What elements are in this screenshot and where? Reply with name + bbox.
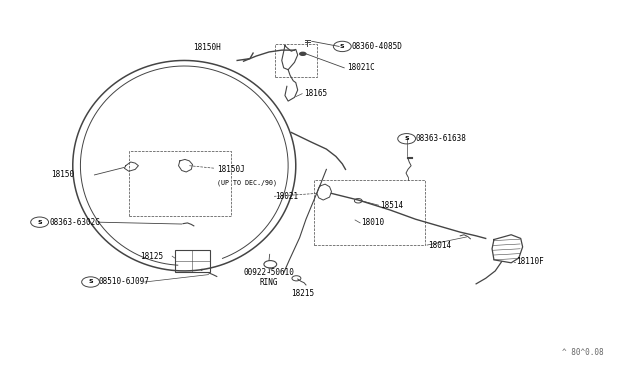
Text: S: S: [88, 279, 93, 285]
Text: 18125: 18125: [140, 251, 163, 261]
Text: 08363-6302G: 08363-6302G: [49, 218, 100, 227]
Text: 18021: 18021: [275, 192, 298, 201]
Text: 18021C: 18021C: [348, 63, 375, 72]
Text: 08360-4085D: 08360-4085D: [352, 42, 403, 51]
Text: 18014: 18014: [428, 241, 451, 250]
Text: 18150: 18150: [51, 170, 74, 179]
Text: 18165: 18165: [304, 89, 327, 98]
Text: 18150H: 18150H: [193, 43, 221, 52]
Text: RING: RING: [260, 278, 278, 287]
Text: (UP TO DEC./90): (UP TO DEC./90): [217, 179, 276, 186]
Text: 18110F: 18110F: [516, 257, 544, 266]
Text: S: S: [340, 44, 344, 49]
Text: 08363-61638: 08363-61638: [415, 134, 467, 143]
Text: 18010: 18010: [362, 218, 385, 227]
Text: S: S: [37, 220, 42, 225]
Circle shape: [299, 52, 307, 56]
Text: ^ 80^0.08: ^ 80^0.08: [562, 349, 604, 357]
Text: 18215: 18215: [291, 289, 314, 298]
Text: 00922-50610: 00922-50610: [244, 268, 294, 277]
Text: 18150J: 18150J: [217, 165, 244, 174]
Text: S: S: [404, 136, 409, 141]
Text: 08510-6J097: 08510-6J097: [99, 278, 150, 286]
Text: 18514: 18514: [381, 201, 404, 210]
